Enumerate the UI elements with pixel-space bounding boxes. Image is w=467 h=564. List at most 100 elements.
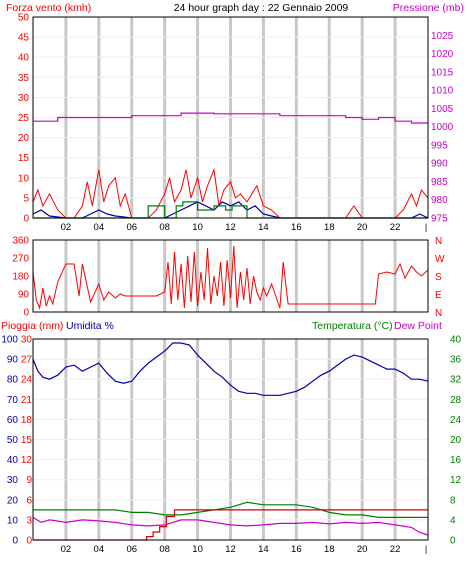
rain-y-tick-30: 30 — [21, 335, 33, 346]
climate-x-tick-16: 16 — [291, 544, 302, 555]
dewpoint-line — [32, 516, 429, 536]
pressure-y-tick-990: 990 — [431, 159, 448, 170]
climate-x-tick-22: 22 — [390, 544, 401, 555]
rain-y-tick-12: 12 — [21, 455, 33, 466]
humidity-y-tick-100: 100 — [1, 335, 18, 346]
rain-axis-title: Pioggia (mm) — [1, 320, 63, 332]
wind-x-tick-12: 12 — [225, 222, 236, 233]
rain-y-tick-18: 18 — [21, 415, 33, 426]
pressure-y-tick-980: 980 — [431, 195, 448, 206]
wind-y-tick-30: 30 — [18, 93, 30, 104]
direction-frame — [32, 239, 429, 313]
chart-title: 24 hour graph day : 22 Gennaio 2009 — [174, 2, 349, 14]
climate-x-tick-08: 08 — [159, 544, 170, 555]
rain-y-tick-21: 21 — [21, 395, 33, 406]
rain-y-tick-0: 0 — [26, 536, 32, 547]
wind-x-tick-04: 04 — [94, 222, 105, 233]
pressure-y-tick-1025: 1025 — [431, 31, 454, 42]
wind-frame — [32, 16, 429, 219]
rain-y-tick-3: 3 — [26, 515, 32, 526]
pressure-y-tick-1000: 1000 — [431, 122, 454, 133]
rain-y-tick-24: 24 — [21, 375, 33, 386]
direction-compass-W-1: W — [435, 254, 445, 265]
rain-y-tick-9: 9 — [26, 475, 32, 486]
wind-axis-title: Forza vento (kmh) — [6, 2, 91, 14]
humidity-y-tick-70: 70 — [7, 395, 19, 406]
wind-y-tick-35: 35 — [18, 73, 30, 84]
pressure-axis-title: Pressione (mb) — [393, 2, 464, 14]
climate-x-tick-12: 12 — [225, 544, 236, 555]
rain-y-tick-15: 15 — [21, 435, 33, 446]
humidity-y-tick-60: 60 — [7, 415, 19, 426]
temperature-axis-title: Temperatura (°C) — [312, 320, 393, 332]
climate-x-tick-06: 06 — [126, 544, 137, 555]
climate-x-tick-end: | — [425, 544, 427, 554]
temperature-y-tick-0: 0 — [450, 536, 456, 547]
wind-x-tick-10: 10 — [192, 222, 203, 233]
humidity-axis-title: Umidita % — [66, 320, 114, 332]
rain-y-tick-6: 6 — [26, 495, 32, 506]
temperature-y-tick-40: 40 — [450, 335, 462, 346]
wind-direction-line — [32, 245, 429, 310]
wind-x-tick-06: 06 — [126, 222, 137, 233]
tick-label-layer: 0510152025303540455097598098599099510001… — [1, 13, 461, 556]
pressure-line — [33, 112, 428, 124]
climate-x-tick-02: 02 — [61, 544, 72, 555]
direction-compass-E-3: E — [435, 290, 442, 301]
pressure-y-tick-1010: 1010 — [431, 86, 454, 97]
direction-y-tick-180: 180 — [12, 272, 29, 283]
pressure-y-tick-995: 995 — [431, 140, 448, 151]
temperature-y-tick-20: 20 — [450, 435, 462, 446]
wind-y-tick-50: 50 — [18, 13, 30, 24]
direction-y-tick-270: 270 — [12, 254, 29, 265]
climate-x-tick-14: 14 — [258, 544, 269, 555]
temperature-y-tick-32: 32 — [450, 375, 462, 386]
pressure-y-tick-1020: 1020 — [431, 49, 454, 60]
pressure-y-tick-1005: 1005 — [431, 104, 454, 115]
wind-x-tick-08: 08 — [159, 222, 170, 233]
grid-layer — [33, 16, 428, 541]
wind-y-tick-25: 25 — [18, 113, 30, 124]
humidity-y-tick-80: 80 — [7, 375, 19, 386]
wind-gust-line — [32, 167, 429, 219]
humidity-y-tick-20: 20 — [7, 495, 19, 506]
temperature-y-tick-28: 28 — [450, 395, 462, 406]
wind-x-tick-02: 02 — [61, 222, 72, 233]
wind-x-tick-22: 22 — [390, 222, 401, 233]
pressure-y-tick-975: 975 — [431, 214, 448, 225]
direction-compass-N-0: N — [435, 236, 442, 247]
wind-y-tick-45: 45 — [18, 33, 30, 44]
wind-y-tick-20: 20 — [18, 133, 30, 144]
climate-x-tick-20: 20 — [357, 544, 368, 555]
direction-compass-S-2: S — [435, 272, 442, 283]
wind-y-tick-40: 40 — [18, 53, 30, 64]
direction-y-tick-0: 0 — [23, 308, 29, 319]
wind-y-tick-5: 5 — [23, 193, 29, 204]
wind-speed-line — [32, 201, 429, 219]
climate-x-tick-04: 04 — [94, 544, 105, 555]
wind-x-tick-18: 18 — [324, 222, 335, 233]
climate-x-tick-10: 10 — [192, 544, 203, 555]
wind-y-tick-15: 15 — [18, 153, 30, 164]
wind-average-line — [33, 201, 428, 219]
temperature-y-tick-12: 12 — [450, 475, 462, 486]
humidity-y-tick-40: 40 — [7, 455, 19, 466]
wind-y-tick-0: 0 — [23, 214, 29, 225]
series-layer — [32, 112, 429, 541]
humidity-y-tick-0: 0 — [12, 536, 18, 547]
humidity-y-tick-30: 30 — [7, 475, 19, 486]
pressure-y-tick-985: 985 — [431, 177, 448, 188]
direction-y-tick-360: 360 — [12, 236, 29, 247]
direction-compass-N-4: N — [435, 308, 442, 319]
rain-line — [33, 509, 428, 541]
climate-x-tick-18: 18 — [324, 544, 335, 555]
temperature-y-tick-4: 4 — [450, 515, 456, 526]
humidity-y-tick-50: 50 — [7, 435, 19, 446]
humidity-y-tick-10: 10 — [7, 515, 19, 526]
temperature-y-tick-36: 36 — [450, 355, 462, 366]
humidity-y-tick-90: 90 — [7, 355, 19, 366]
temperature-y-tick-16: 16 — [450, 455, 462, 466]
wind-x-tick-14: 14 — [258, 222, 269, 233]
